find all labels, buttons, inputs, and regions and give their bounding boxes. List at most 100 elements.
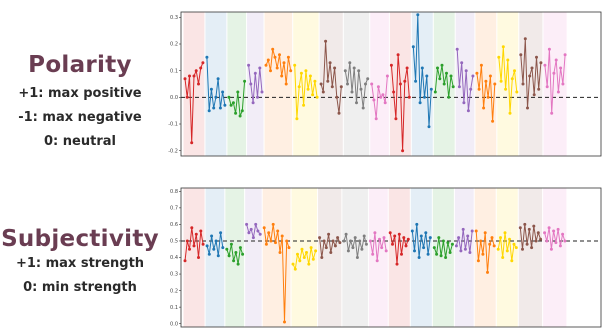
subjectivity-point-11-0 (432, 246, 436, 250)
subjectivity-ytick-label-2: 0.2 (170, 288, 178, 294)
subjectivity-point-16-9 (563, 239, 567, 243)
polarity-point-6-4 (328, 61, 332, 65)
subjectivity-point-15-9 (539, 237, 543, 241)
subjectivity-point-12-0 (454, 244, 458, 248)
polarity-point-8-3 (376, 85, 380, 89)
subjectivity-point-14-7 (512, 242, 516, 246)
subjectivity-series-line-2 (226, 244, 244, 265)
subjectivity-point-2-1 (227, 254, 231, 258)
polarity-point-5-7 (308, 74, 312, 78)
polarity-point-10-8 (429, 87, 433, 91)
polarity-point-6-8 (337, 111, 341, 115)
polarity-point-0-5 (194, 69, 198, 73)
subjectivity-point-11-4 (441, 239, 445, 243)
subjectivity-point-5-2 (296, 252, 299, 256)
polarity-point-6-0 (319, 82, 323, 86)
polarity-point-6-2 (324, 39, 328, 43)
subjectivity-band-10 (410, 188, 432, 327)
polarity-point-5-9 (313, 79, 317, 83)
subjectivity-point-10-7 (426, 252, 430, 256)
subjectivity-point-16-0 (543, 231, 547, 235)
polarity-point-4-11 (289, 69, 293, 73)
subjectivity-point-6-9 (338, 241, 342, 245)
polarity-point-13-5 (486, 95, 490, 99)
subjectivity-series-line-8 (369, 232, 387, 261)
subjectivity-point-8-5 (380, 246, 384, 250)
subjectivity-point-13-0 (474, 229, 478, 233)
subjectivity-point-12-2 (459, 249, 463, 253)
subjectivity-point-16-1 (545, 239, 549, 243)
polarity-point-13-8 (493, 82, 497, 86)
polarity-point-10-2 (416, 13, 420, 17)
subjectivity-point-11-2 (437, 236, 441, 240)
subjectivity-point-13-5 (486, 270, 489, 274)
subjectivity-point-7-8 (360, 247, 364, 251)
subjectivity-point-3-5 (256, 229, 260, 233)
subjectivity-point-1-5 (216, 254, 220, 258)
subjectivity-point-12-6 (468, 251, 472, 254)
subjectivity-band-16 (543, 188, 567, 327)
subjectivity-point-13-4 (483, 231, 487, 235)
subjectivity-point-7-7 (358, 239, 362, 243)
subjectivity-series-line-1 (206, 232, 224, 256)
subjectivity-point-8-3 (375, 259, 379, 263)
polarity-point-5-5 (304, 69, 308, 73)
polarity-point-7-10 (366, 77, 370, 81)
subjectivity-band-9 (388, 188, 410, 327)
polarity-series-line-6 (320, 41, 342, 114)
polarity-point-6-6 (333, 66, 337, 70)
subjectivity-point-5-7 (307, 262, 311, 266)
polarity-point-15-2 (523, 37, 527, 41)
subjectivity-point-3-3 (251, 236, 255, 240)
polarity-point-2-1 (229, 103, 233, 107)
subjectivity-legend-max: +1: max strength (15, 256, 145, 271)
subjectivity-point-16-4 (552, 229, 556, 233)
subjectivity-point-10-3 (417, 256, 421, 259)
subjectivity-legend-min: 0: min strength (23, 280, 137, 295)
polarity-point-14-0 (497, 55, 501, 59)
subjectivity-point-7-3 (349, 239, 353, 243)
polarity-point-10-3 (418, 101, 422, 105)
polarity-point-8-0 (370, 82, 374, 86)
polarity-point-14-3 (504, 87, 508, 91)
polarity-series-line-12 (456, 49, 474, 111)
subjectivity-point-13-7 (490, 236, 494, 240)
subjectivity-point-4-1 (264, 242, 268, 246)
subjectivity-point-15-1 (521, 247, 524, 251)
subjectivity-point-10-5 (422, 246, 426, 250)
subjectivity-point-9-8 (406, 237, 410, 241)
polarity-point-0-3 (190, 141, 194, 145)
subjectivity-point-14-0 (496, 247, 500, 251)
polarity-point-0-1 (185, 95, 189, 99)
polarity-point-10-6 (425, 74, 429, 78)
polarity-band-8 (370, 12, 389, 156)
subjectivity-point-5-5 (302, 256, 306, 259)
polarity-point-13-1 (477, 87, 481, 91)
polarity-point-15-9 (539, 61, 543, 65)
polarity-point-4-6 (278, 53, 281, 57)
subjectivity-point-2-6 (238, 246, 242, 250)
subjectivity-point-6-1 (320, 256, 324, 259)
subjectivity-point-2-7 (241, 252, 245, 256)
subjectivity-point-4-4 (271, 222, 275, 226)
polarity-point-14-2 (501, 45, 505, 49)
polarity-legend-negative: -1: max negative (18, 110, 142, 125)
subjectivity-point-13-3 (481, 252, 485, 256)
polarity-point-14-5 (508, 111, 512, 115)
polarity-point-12-3 (462, 101, 466, 105)
subjectivity-point-9-0 (388, 231, 392, 235)
subjectivity-point-1-3 (212, 247, 216, 251)
polarity-ytick-label-1: -0.1 (168, 122, 178, 128)
polarity-ytick-label-3: 0.1 (170, 68, 178, 74)
polarity-point-11-6 (447, 95, 451, 99)
polarity-point-9-2 (394, 117, 398, 121)
polarity-point-0-2 (188, 74, 191, 78)
polarity-point-16-2 (547, 47, 551, 51)
polarity-point-4-5 (275, 66, 279, 70)
polarity-point-11-7 (449, 74, 453, 78)
subjectivity-point-9-6 (402, 236, 406, 240)
subjectivity-title: Subjectivity (1, 226, 159, 252)
polarity-point-12-5 (466, 109, 470, 113)
subjectivity-point-4-8 (280, 234, 284, 238)
subjectivity-point-10-2 (415, 222, 419, 226)
